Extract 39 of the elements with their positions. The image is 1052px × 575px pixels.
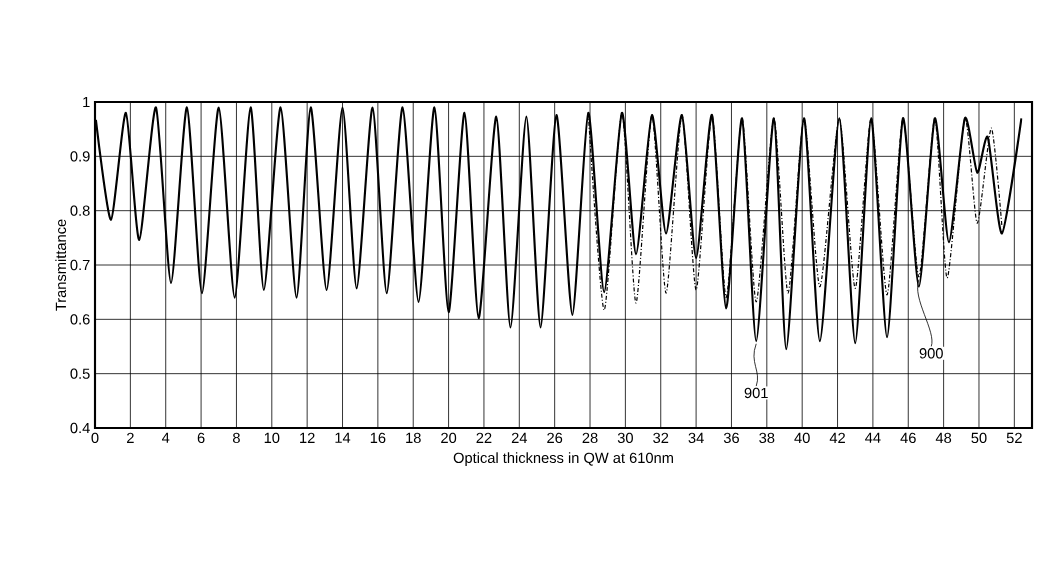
x-tick-label: 18 xyxy=(406,432,421,444)
x-tick-label: 40 xyxy=(794,432,810,444)
x-tick-label: 24 xyxy=(511,432,528,443)
x-axis-title: Optical thickness in QW at 610nm xyxy=(453,452,673,466)
x-tick-label: 26 xyxy=(547,432,563,444)
x-tick-label: 36 xyxy=(723,432,739,444)
x-tick-label: 46 xyxy=(900,432,916,444)
x-tick-label: 34 xyxy=(688,432,704,444)
y-tick-label: 0.8 xyxy=(70,205,90,216)
x-tick-label: 4 xyxy=(161,432,170,443)
x-tick-label: 0 xyxy=(91,432,99,444)
x-tick-label: 28 xyxy=(582,432,598,444)
x-tick-label: 8 xyxy=(232,432,240,444)
x-tick-label: 32 xyxy=(653,432,669,444)
x-tick-label: 38 xyxy=(759,432,775,444)
y-tick-label: 1 xyxy=(83,96,90,108)
x-tick-label: 50 xyxy=(971,432,987,444)
y-tick-label: 0.6 xyxy=(70,314,90,325)
x-tick-label: 10 xyxy=(264,432,280,444)
y-tick-label: 0.5 xyxy=(70,368,90,379)
y-tick-label: 0.7 xyxy=(70,259,90,271)
y-tick-label: 0.4 xyxy=(70,422,90,434)
x-tick-label: 20 xyxy=(441,432,457,444)
x-tick-label: 2 xyxy=(127,432,134,443)
x-tick-label: 14 xyxy=(335,432,351,443)
x-tick-label: 42 xyxy=(829,432,845,443)
y-tick-label: 0.9 xyxy=(70,151,90,162)
x-tick-label: 52 xyxy=(1006,432,1022,444)
x-tick-label: 6 xyxy=(197,432,205,444)
x-tick-label: 22 xyxy=(476,432,492,443)
x-tick-label: 44 xyxy=(865,432,881,443)
x-tick-label: 48 xyxy=(935,432,952,444)
x-tick-label: 30 xyxy=(617,432,633,444)
line-series xyxy=(587,112,1003,311)
annotation: 900 xyxy=(919,348,943,359)
x-tick-label: 12 xyxy=(300,432,315,443)
annotation: 901 xyxy=(744,387,768,399)
y-axis-title: Transmittance xyxy=(55,219,67,311)
x-tick-label: 16 xyxy=(370,432,386,444)
